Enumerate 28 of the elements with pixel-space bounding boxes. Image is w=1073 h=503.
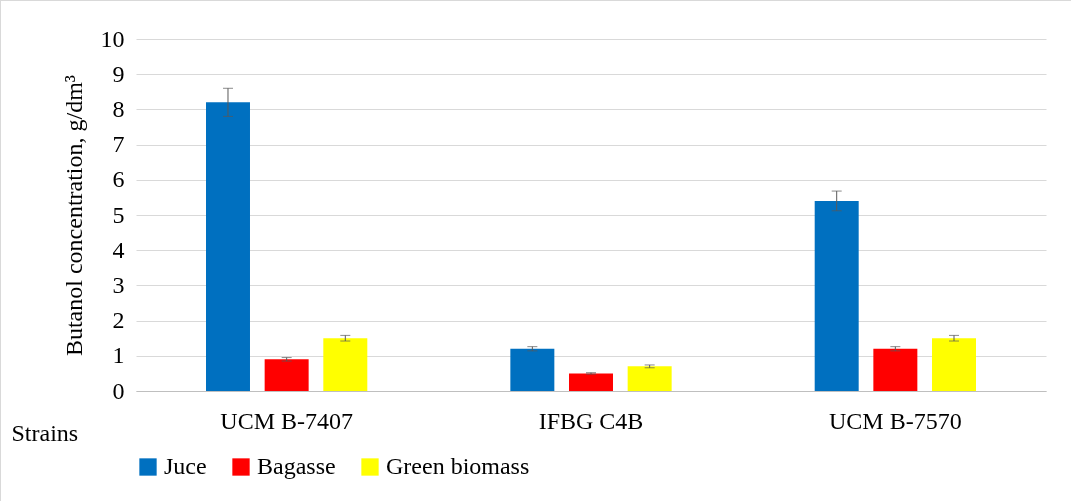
x-axis-title: Strains [11,419,79,446]
bar [627,366,672,391]
bar [206,102,250,391]
bar [873,348,918,391]
y-tick-label: 8 [112,95,125,122]
legend-label: Green biomass [386,453,530,479]
legend-label: Juce [164,453,207,479]
y-tick-label: 7 [112,131,125,158]
y-axis-title: Butanol concentration, g/dm³ [60,74,87,357]
bar [510,348,555,391]
bar [814,200,859,391]
bar [264,359,309,391]
x-tick-label: UCM B-7407 [220,407,353,434]
y-tick-label: 2 [112,307,125,334]
y-tick-label: 5 [112,201,125,228]
legend-label: Bagasse [257,453,336,479]
y-tick-label: 10 [100,25,125,52]
y-tick-label: 9 [112,60,125,87]
y-tick-label: 1 [112,342,125,369]
bar [323,338,368,391]
y-tick-label: 4 [112,236,125,263]
x-tick-label: UCM B-7570 [829,407,962,434]
bar [569,373,613,391]
bar [932,338,976,391]
y-tick-label: 0 [112,377,125,404]
y-tick-label: 6 [112,166,125,193]
x-tick-label: IFBG C4B [538,407,644,434]
y-tick-label: 3 [112,271,125,298]
